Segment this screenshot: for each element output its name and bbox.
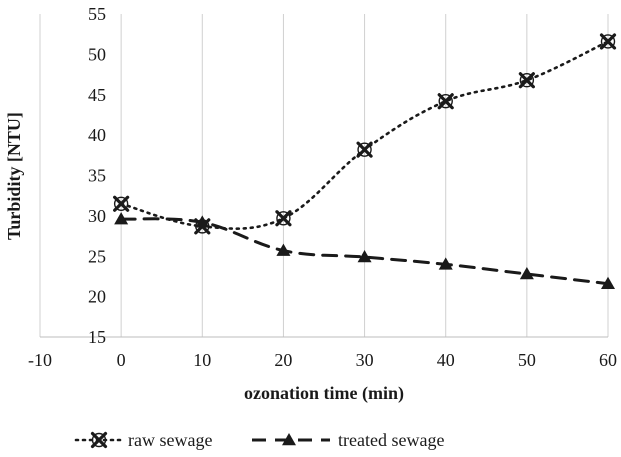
data-point-x-marker: [356, 141, 373, 158]
data-point-x-marker: [437, 93, 454, 110]
data-point-x-marker: [599, 33, 617, 50]
data-point-triangle-marker: [276, 243, 291, 256]
y-tick-label: 20: [88, 287, 106, 307]
y-axis-title: Turbidity [NTU]: [4, 112, 24, 240]
legend-label: raw sewage: [128, 430, 212, 450]
data-point-triangle-marker: [601, 276, 615, 289]
data-point-x-marker: [518, 72, 535, 89]
x-axis-title: ozonation time (min): [244, 383, 404, 404]
data-point-triangle-marker: [114, 212, 129, 225]
legend-triangle-marker: [282, 433, 296, 446]
data-point-triangle-marker: [438, 257, 453, 270]
y-tick-label: 45: [88, 85, 106, 105]
y-tick-label: 50: [88, 44, 106, 64]
data-point-triangle-marker: [519, 267, 534, 280]
legend-item-treated-sewage: treated sewage: [252, 430, 444, 450]
x-tick-label: 40: [437, 350, 455, 370]
vertical-gridlines: [39, 14, 609, 337]
y-tick-label: 40: [88, 125, 106, 145]
x-tick-labels: -10 0 10 20 30 40 50 60: [28, 350, 617, 370]
y-tick-label: 15: [88, 327, 106, 347]
legend-x-marker: [90, 431, 108, 449]
x-tick-label: 30: [356, 350, 374, 370]
x-tick-label: 50: [518, 350, 536, 370]
data-point-x-marker: [194, 218, 211, 235]
x-tick-label: -10: [28, 350, 52, 370]
x-tick-label: 0: [117, 350, 126, 370]
legend: raw sewage treated sewage: [74, 430, 444, 450]
series-layer: [113, 33, 617, 289]
y-tick-label: 55: [88, 4, 106, 24]
legend-item-raw-sewage: raw sewage: [74, 430, 212, 450]
y-tick-label: 25: [88, 246, 106, 266]
y-tick-label: 30: [88, 206, 106, 226]
data-point-x-marker: [275, 210, 292, 227]
legend-label: treated sewage: [338, 430, 444, 450]
x-tick-label: 60: [599, 350, 617, 370]
y-tick-labels: 15 20 25 30 35 40 45 50 55: [88, 4, 106, 347]
data-point-x-marker: [113, 195, 130, 212]
x-tick-label: 20: [274, 350, 292, 370]
series-raw-sewage: [113, 33, 617, 235]
data-point-triangle-marker: [357, 250, 372, 263]
x-tick-label: 10: [193, 350, 211, 370]
y-tick-label: 35: [88, 166, 106, 186]
